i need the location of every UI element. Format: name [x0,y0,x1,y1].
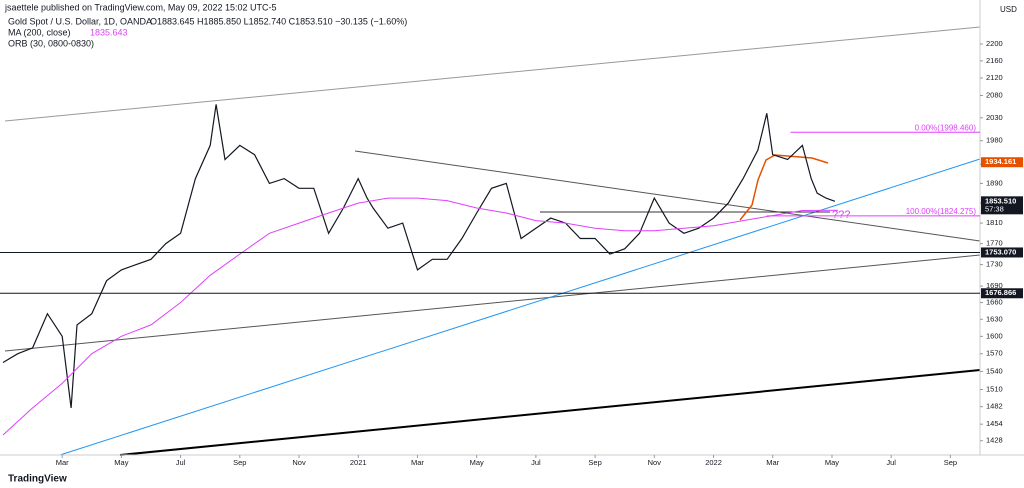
symbol: Gold Spot / U.S. Dollar, 1D, OANDA [8,16,152,26]
price-label: 1753.070 [985,247,1016,256]
x-tick-label: Jul [531,458,541,467]
y-tick-label: 1482 [986,402,1003,411]
x-tick-label: Mar [411,458,424,467]
x-tick-label: Nov [292,458,306,467]
indicator: ORB (30, 0800-0830) [8,38,94,48]
trendline [119,369,981,456]
countdown: 57:38 [985,204,1004,213]
y-tick-label: 1510 [986,384,1003,393]
x-tick-label: Nov [648,458,662,467]
x-tick-label: Mar [56,458,69,467]
y-tick-label: 1660 [986,298,1003,307]
x-tick-label: May [470,458,484,467]
fib-label: 100.00%(1824.275) [906,207,977,216]
price-label-box [981,196,1023,215]
plot [2,104,838,436]
x-tick-label: 2022 [705,458,722,467]
trendline [59,158,981,456]
annotation: ??? [832,209,850,221]
y-tick-label: 1690 [986,281,1003,290]
x-tick-label: May [114,458,128,467]
y-tick-label: 1810 [986,218,1003,227]
y-tick-label: 2160 [986,56,1003,65]
y-tick-label: 2200 [986,39,1003,48]
x-tick-label: Mar [766,458,779,467]
y-tick-label: 2120 [986,73,1003,82]
series-line [2,197,838,436]
series-line [2,104,836,408]
x-tick-label: Sep [944,458,957,467]
trendline [4,254,981,352]
trendline [354,150,981,242]
fib-label: 0.00%(1998.460) [915,123,977,132]
price-label: 1676.866 [985,288,1016,297]
y-tick-label: 1570 [986,349,1003,358]
unit: USD [1000,5,1017,14]
price-label: 1934.161 [985,157,1016,166]
footer: TradingView [8,474,67,485]
ohlc: O1883.645 H1885.850 L1852.740 C1853.510 … [150,16,407,26]
y-tick-label: 1770 [986,239,1003,248]
trendline [4,26,981,122]
y-tick-label: 1890 [986,178,1003,187]
ma-name: MA (200, close) [8,27,71,37]
y-tick-label: 1600 [986,331,1003,340]
orb-line [739,154,829,221]
price-label: 1853.510 [985,196,1016,205]
y-tick-label: 1540 [986,366,1003,375]
ma-value: 1835.643 [90,27,128,37]
trendlines [4,26,981,456]
y-tick-label: 1980 [986,136,1003,145]
y-tick-label: 1630 [986,314,1003,323]
x-tick-label: Jul [176,458,186,467]
price-label-box [981,288,1023,299]
publisher: jsaettele published on TradingView.com, … [4,2,277,12]
x-tick-label: Sep [588,458,601,467]
price-label-box [981,157,1023,168]
price-label-box [981,247,1023,258]
x-tick-label: Jul [886,458,896,467]
y-tick-label: 2080 [986,90,1003,99]
x-tick-label: Sep [233,458,246,467]
y-tick-label: 1454 [986,419,1003,428]
x-tick-label: 2021 [350,458,367,467]
y-tick-label: 2030 [986,113,1003,122]
y-tick-label: 1730 [986,260,1003,269]
x-tick-label: May [825,458,839,467]
y-tick-label: 1428 [986,436,1003,445]
